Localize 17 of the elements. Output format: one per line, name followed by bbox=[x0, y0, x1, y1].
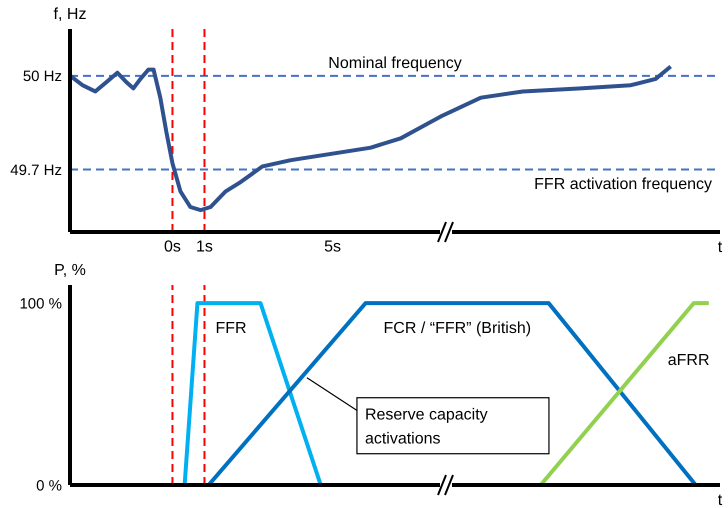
series-label: aFRR bbox=[668, 352, 710, 370]
y-axis-title: P, % bbox=[54, 262, 86, 279]
x-tick-label: 1s bbox=[196, 238, 213, 256]
annotation: Reserve capacity activations bbox=[364, 406, 488, 448]
x-axis-title: t bbox=[718, 239, 723, 256]
y-tick-label: 0 % bbox=[36, 477, 62, 494]
ref-line-label: Nominal frequency bbox=[328, 54, 462, 72]
y-tick-label: 50 Hz bbox=[22, 68, 62, 86]
series-label: FFR bbox=[215, 320, 247, 338]
y-tick-label: 100 % bbox=[19, 296, 62, 313]
x-tick-label: 0s bbox=[164, 238, 181, 256]
ref-line-label: FFR activation frequency bbox=[534, 176, 712, 193]
x-axis-title: t bbox=[718, 492, 723, 508]
y-axis-title: f, Hz bbox=[54, 6, 86, 23]
x-tick-label: 5s bbox=[324, 238, 342, 256]
y-tick-label: 49.7 Hz bbox=[10, 162, 62, 179]
series-label: FCR / “FFR” (British) bbox=[384, 320, 532, 338]
